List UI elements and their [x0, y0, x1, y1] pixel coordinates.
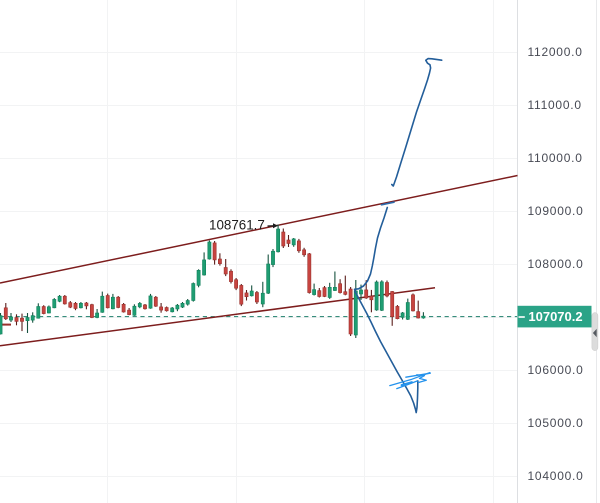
svg-text:108000.0: 108000.0 — [528, 257, 584, 271]
svg-text:111000.0: 111000.0 — [528, 98, 582, 112]
svg-text:104000.0: 104000.0 — [528, 469, 584, 483]
svg-text:108761.7: 108761.7 — [209, 218, 265, 233]
svg-text:112000.0: 112000.0 — [528, 45, 583, 59]
svg-text:107070.2: 107070.2 — [528, 309, 582, 324]
svg-text:105000.0: 105000.0 — [528, 416, 584, 430]
svg-text:110000.0: 110000.0 — [528, 151, 583, 165]
svg-text:106000.0: 106000.0 — [528, 363, 584, 377]
svg-text:109000.0: 109000.0 — [528, 204, 584, 218]
